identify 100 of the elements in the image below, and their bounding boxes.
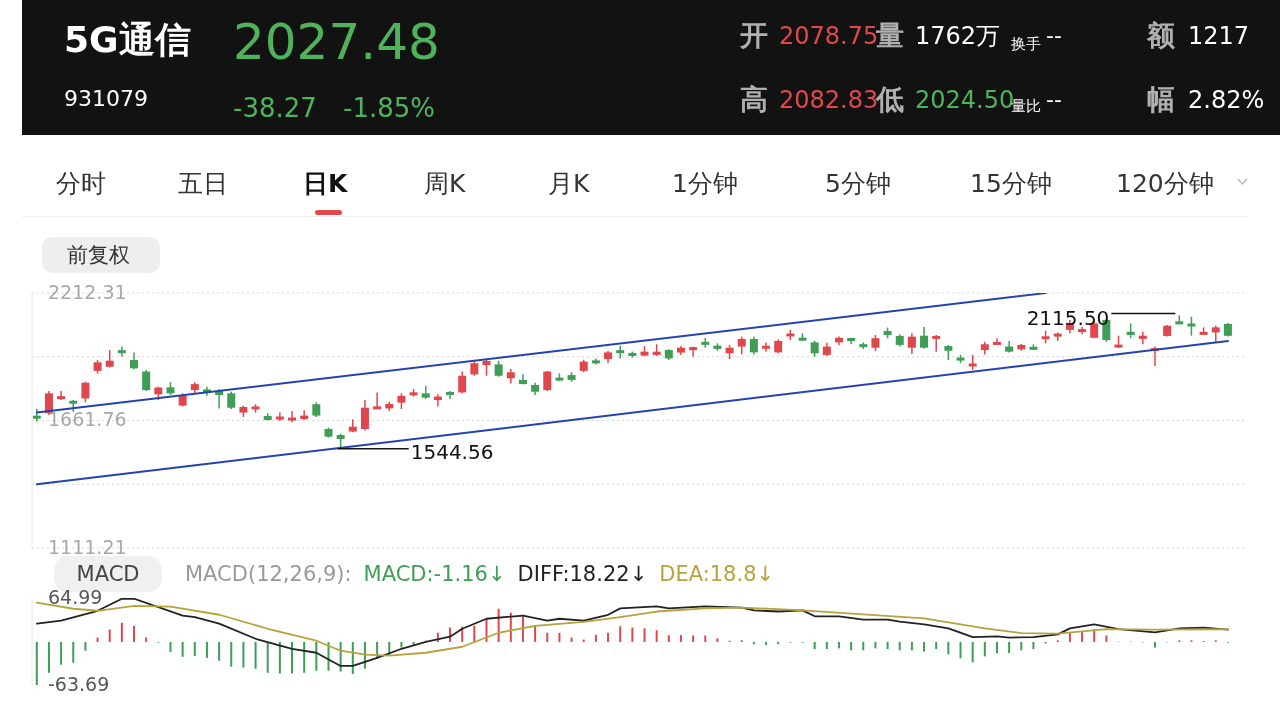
text: 1217 — [1188, 22, 1250, 50]
candlestick — [288, 410, 297, 424]
bar — [704, 635, 707, 642]
bar — [716, 638, 719, 642]
bar — [72, 641, 75, 663]
text: 前复权 — [67, 242, 130, 267]
bar — [193, 641, 196, 656]
bar — [1008, 641, 1011, 654]
bar — [959, 641, 962, 659]
candlestick — [1187, 315, 1196, 337]
bar — [971, 641, 974, 663]
bar — [607, 632, 610, 642]
bar — [983, 641, 986, 657]
candlestick — [762, 341, 771, 353]
bar — [667, 635, 670, 642]
chart-title: MACD — [75, 561, 141, 586]
legend-title: MACD(12,26,9): — [185, 562, 352, 586]
annotation: 1544.56 — [410, 440, 494, 465]
text: 2027.48 — [233, 13, 440, 71]
bar — [509, 612, 512, 642]
bar — [679, 635, 682, 642]
text: 高 — [740, 83, 768, 116]
bar — [947, 641, 950, 655]
candlestick — [81, 381, 90, 404]
bar — [473, 625, 476, 642]
text: -1.85% — [343, 93, 435, 123]
text: -- — [1046, 87, 1062, 112]
text: 15分钟 — [970, 168, 1052, 198]
annotation: 2115.50 — [1026, 305, 1110, 330]
text: 五日 — [178, 168, 228, 198]
text: 5G通信 — [64, 19, 191, 60]
bar — [291, 641, 294, 674]
bar — [862, 641, 865, 651]
bar — [631, 627, 634, 642]
bar — [765, 641, 768, 646]
bar — [84, 641, 87, 651]
bar — [546, 632, 549, 642]
bar — [534, 625, 537, 642]
bar — [910, 641, 913, 651]
bar — [521, 616, 524, 642]
bar — [837, 641, 840, 649]
text: 月K — [548, 168, 590, 198]
candlestick — [142, 369, 151, 392]
bar — [558, 632, 561, 642]
bar — [169, 641, 172, 652]
text: 额 — [1147, 19, 1175, 52]
bar — [108, 629, 111, 642]
bar — [242, 641, 245, 668]
candlestick — [360, 399, 369, 432]
candlestick — [543, 370, 552, 392]
bar — [898, 641, 901, 651]
bar — [60, 641, 63, 665]
bar — [1032, 641, 1035, 650]
series-label: DEA:18.8↓ — [659, 562, 775, 586]
bar — [850, 641, 853, 651]
bar — [181, 641, 184, 657]
text: 2.82% — [1188, 86, 1265, 114]
bar — [230, 641, 233, 667]
bar — [218, 641, 221, 661]
bar — [655, 630, 658, 642]
y-tick-label: 2212.31 — [48, 280, 127, 303]
text: 开 — [740, 19, 768, 52]
text: 周K — [424, 168, 466, 198]
bar — [995, 641, 998, 654]
bar — [813, 641, 816, 650]
bar — [643, 628, 646, 642]
text: 1762万 — [915, 22, 1001, 50]
bar — [133, 625, 136, 642]
bar — [303, 641, 306, 673]
candlestick — [907, 332, 916, 355]
bar — [400, 641, 403, 648]
bar — [825, 641, 828, 650]
bar — [692, 635, 695, 642]
text: 日K — [303, 168, 348, 198]
bar — [1105, 635, 1108, 642]
candlestick — [1138, 331, 1147, 345]
bar — [886, 641, 889, 650]
candlestick — [458, 370, 467, 395]
bar — [935, 641, 938, 650]
bar — [254, 641, 257, 669]
bar — [120, 622, 123, 642]
bar — [1081, 631, 1084, 642]
bar — [594, 634, 597, 642]
bar — [278, 641, 281, 674]
bar — [47, 641, 50, 673]
bar — [315, 641, 318, 671]
series-label: DIFF:18.22↓ — [517, 562, 648, 586]
text: 分时 — [56, 168, 106, 198]
text: -- — [1046, 23, 1062, 48]
bar — [1020, 641, 1023, 651]
y-tick-label: -63.69 — [48, 672, 110, 695]
bar — [874, 641, 877, 649]
bar — [923, 641, 926, 652]
bar — [619, 626, 622, 642]
bar — [266, 641, 269, 673]
series-label: MACD:-1.16↓ — [363, 562, 506, 586]
text: 幅 — [1147, 83, 1175, 116]
candlestick — [117, 345, 126, 358]
text: 低 — [876, 83, 904, 116]
candlestick — [373, 391, 382, 410]
